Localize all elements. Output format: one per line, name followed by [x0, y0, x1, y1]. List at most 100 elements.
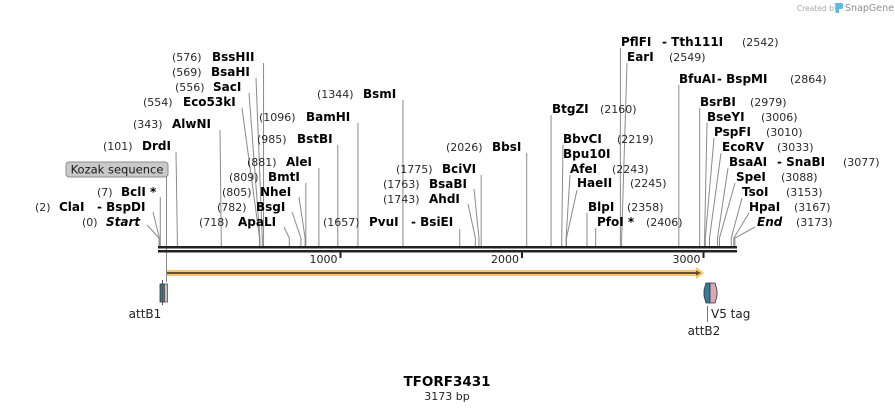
- enzyme-name[interactable]: EcoRV: [722, 140, 765, 154]
- enzyme-position: (3077): [843, 156, 880, 169]
- v5-tag-feature[interactable]: V5 tag: [709, 282, 750, 321]
- enzyme-name[interactable]: - BsiEI: [411, 215, 453, 229]
- enzyme-site-pfoi[interactable]: (2406) PfoI *: [597, 215, 683, 229]
- enzyme-position: (3153): [786, 186, 823, 199]
- enzyme-name[interactable]: BstBI: [297, 132, 333, 146]
- enzyme-name[interactable]: DrdI: [142, 139, 171, 153]
- enzyme-name[interactable]: BtgZI: [552, 102, 589, 116]
- enzyme-site-bcli[interactable]: (7) BclI *: [97, 185, 157, 199]
- enzyme-site-bsgi[interactable]: (782) BsgI: [217, 200, 285, 214]
- enzyme-name[interactable]: - BspMI: [717, 72, 767, 86]
- enzyme-name[interactable]: SacI: [213, 80, 241, 94]
- enzyme-site-bbsi[interactable]: (2026) BbsI: [446, 140, 521, 154]
- enzyme-site-bbvci[interactable]: (2219) BbvCI: [563, 132, 654, 146]
- enzyme-site-pflfi-tth111i[interactable]: (2542) PflFI - Tth111I: [621, 35, 779, 49]
- enzyme-site-bsrbi[interactable]: (2979) BsrBI: [700, 95, 787, 109]
- v5-tag-label: V5 tag: [711, 307, 750, 321]
- enzyme-name[interactable]: - BspDI: [97, 200, 145, 214]
- enzyme-site-alwni[interactable]: (343) AlwNI: [133, 117, 211, 131]
- enzyme-name[interactable]: BbsI: [492, 140, 521, 154]
- enzyme-name[interactable]: AfeI: [570, 162, 597, 176]
- enzyme-name[interactable]: SpeI: [736, 170, 766, 184]
- enzyme-site-bseyi[interactable]: (3006) BseYI: [707, 110, 798, 124]
- enzyme-site-nhei[interactable]: (805) NheI: [222, 185, 291, 199]
- enzyme-name[interactable]: HpaI: [749, 200, 780, 214]
- enzyme-name[interactable]: BlpI: [588, 200, 614, 214]
- kozak-feature[interactable]: Kozak sequence: [65, 161, 169, 282]
- enzyme-site-pspfi[interactable]: (3010) PspFI: [714, 125, 803, 139]
- enzyme-name[interactable]: BsaBI: [429, 177, 467, 191]
- snapgene-watermark: Created by SnapGene: [797, 3, 894, 14]
- enzyme-name[interactable]: BamHI: [306, 110, 350, 124]
- enzyme-name[interactable]: Start: [106, 215, 141, 229]
- enzyme-name[interactable]: - Tth111I: [662, 35, 723, 49]
- v5-tag-box[interactable]: [709, 282, 718, 304]
- enzyme-name[interactable]: HaeII: [577, 176, 612, 190]
- enzyme-name[interactable]: BsaAI: [729, 155, 767, 169]
- attB2-box[interactable]: [703, 282, 711, 304]
- enzyme-site-saci[interactable]: (556) SacI: [175, 80, 241, 94]
- enzyme-name[interactable]: AlwNI: [172, 117, 211, 131]
- enzyme-name[interactable]: BssHII: [212, 50, 254, 64]
- enzyme-name[interactable]: PspFI: [714, 125, 751, 139]
- enzyme-site-bsabi[interactable]: (1763) BsaBI: [383, 177, 467, 191]
- enzyme-name[interactable]: TsoI: [742, 185, 768, 199]
- enzyme-site-bsaai-snabi[interactable]: (3077) BsaAI - SnaBI: [729, 155, 880, 169]
- enzyme-name[interactable]: ApaLI: [238, 215, 276, 229]
- enzyme-name[interactable]: EarI: [627, 50, 654, 64]
- enzyme-site-apali[interactable]: (718) ApaLI: [199, 215, 276, 229]
- enzyme-name[interactable]: PvuI: [369, 215, 399, 229]
- enzyme-site-hpai[interactable]: (3167) HpaI: [749, 200, 831, 214]
- enzyme-name[interactable]: - SnaBI: [777, 155, 825, 169]
- enzyme-site-afei[interactable]: (2243) AfeI: [570, 162, 649, 176]
- enzyme-name[interactable]: AhdI: [429, 192, 460, 206]
- enzyme-site-bcivi[interactable]: (1775) BciVI: [396, 162, 476, 176]
- kozak-box[interactable]: [65, 161, 169, 178]
- enzyme-name[interactable]: BfuAI: [679, 72, 716, 86]
- enzyme-site-eari[interactable]: (2549) EarI: [627, 50, 706, 64]
- enzyme-site-bmti[interactable]: (809) BmtI: [229, 170, 300, 184]
- enzyme-name[interactable]: Bpu10I: [563, 147, 610, 161]
- enzyme-site-bsahi[interactable]: (569) BsaHI: [172, 65, 250, 79]
- enzyme-name[interactable]: PflFI: [621, 35, 651, 49]
- enzyme-name[interactable]: Eco53kI: [183, 95, 236, 109]
- enzyme-name[interactable]: BbvCI: [563, 132, 602, 146]
- enzyme-site-ecorv[interactable]: (3033) EcoRV: [722, 140, 814, 154]
- enzyme-name[interactable]: BsmI: [363, 87, 396, 101]
- enzyme-name[interactable]: BsrBI: [700, 95, 736, 109]
- enzyme-name[interactable]: BciVI: [442, 162, 476, 176]
- enzyme-site-blpi[interactable]: (2358) BlpI: [588, 200, 664, 214]
- enzyme-site-start[interactable]: (0) Start: [82, 215, 141, 229]
- enzyme-site-eco53ki[interactable]: (554) Eco53kI: [143, 95, 236, 109]
- enzyme-site-alei[interactable]: (881) AleI: [247, 155, 312, 169]
- attB1-feature[interactable]: attB1: [129, 280, 168, 321]
- enzyme-name[interactable]: BseYI: [707, 110, 745, 124]
- enzyme-site-ahdi[interactable]: (1743) AhdI: [383, 192, 460, 206]
- enzyme-name[interactable]: BsgI: [256, 200, 285, 214]
- enzyme-name[interactable]: AleI: [286, 155, 312, 169]
- attB2-feature[interactable]: attB2: [688, 282, 721, 338]
- enzyme-site-bsshii[interactable]: (576) BssHII: [172, 50, 254, 64]
- enzyme-site-tsoi[interactable]: (3153) TsoI: [742, 185, 823, 199]
- enzyme-site-spei[interactable]: (3088) SpeI: [736, 170, 818, 184]
- enzyme-name[interactable]: BclI *: [121, 185, 157, 199]
- enzyme-site-haeii[interactable]: (2245) HaeII: [577, 176, 667, 190]
- enzyme-site-bstbi[interactable]: (985) BstBI: [257, 132, 333, 146]
- enzyme-site-bfuai-bspmi[interactable]: (2864) BfuAI - BspMI: [679, 72, 827, 86]
- enzyme-name[interactable]: BmtI: [268, 170, 300, 184]
- enzyme-site-bamhi[interactable]: (1096) BamHI: [259, 110, 350, 124]
- enzyme-site-pvui-bsiei[interactable]: (1657) PvuI - BsiEI: [323, 215, 453, 229]
- enzyme-site-clai-bspdi[interactable]: (2) ClaI - BspDI: [35, 200, 145, 214]
- enzyme-site-drdi[interactable]: (101) DrdI: [103, 139, 171, 153]
- enzyme-name[interactable]: BsaHI: [211, 65, 250, 79]
- enzyme-site-bsmi[interactable]: (1344) BsmI: [317, 87, 396, 101]
- enzyme-site-bpu10i[interactable]: Bpu10I: [563, 147, 610, 161]
- cut-line-bsgi: [291, 211, 302, 246]
- enzyme-name[interactable]: PfoI *: [597, 215, 635, 229]
- orf-arrow[interactable]: [167, 267, 704, 279]
- enzyme-name[interactable]: End: [757, 215, 783, 229]
- enzyme-name[interactable]: NheI: [260, 185, 291, 199]
- enzyme-name[interactable]: ClaI: [59, 200, 84, 214]
- enzyme-site-btgzi[interactable]: (2160) BtgZI: [552, 102, 637, 116]
- enzyme-site-end[interactable]: (3173) End: [757, 215, 833, 229]
